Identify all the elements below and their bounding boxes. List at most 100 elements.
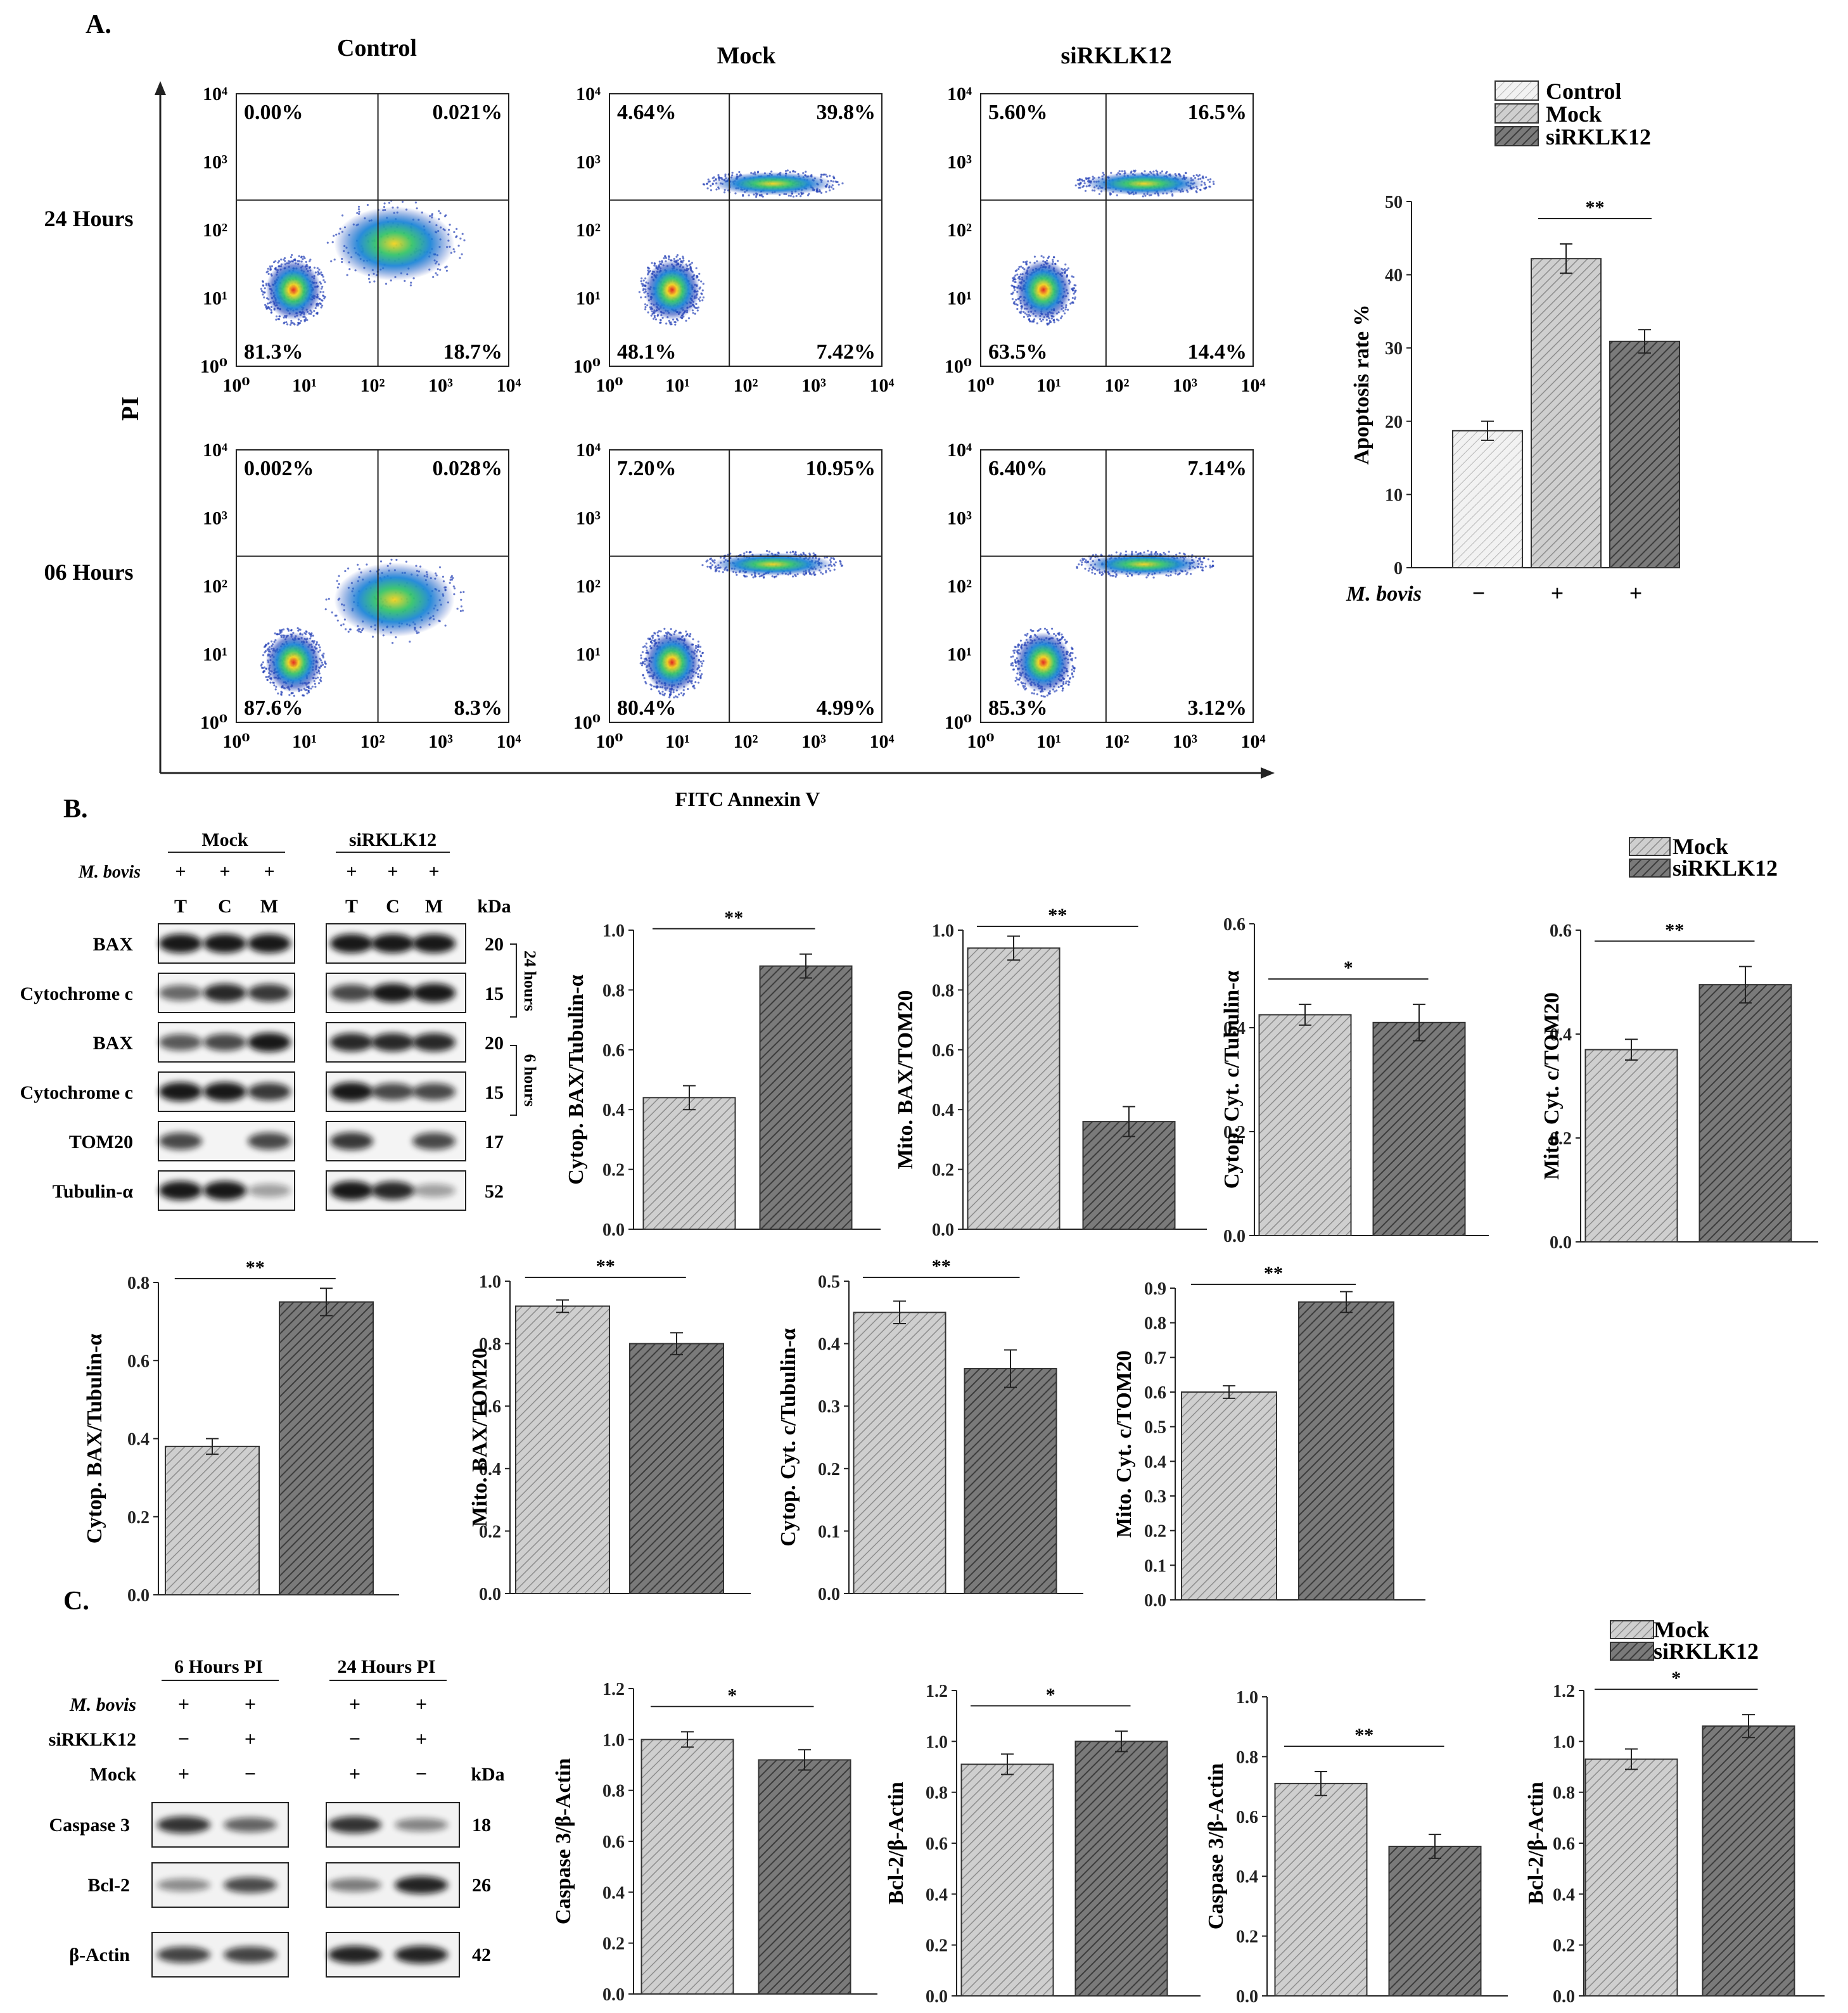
x-tick-label: 10⁴ [497, 731, 521, 752]
event-dot [665, 257, 668, 259]
event-dot [834, 561, 837, 564]
event-dot [1100, 553, 1102, 556]
protein-label: β-Actin [69, 1945, 130, 1965]
significance-marker: ** [1586, 197, 1605, 218]
event-dot [784, 170, 787, 172]
event-dot [661, 691, 664, 693]
x-tick-label: 10⁴ [870, 375, 895, 396]
event-dot [1095, 553, 1097, 556]
y-tick-label: 10¹ [576, 288, 601, 309]
protein-band [330, 1181, 373, 1200]
event-dot [1071, 652, 1074, 655]
event-dot [651, 635, 653, 637]
event-dot [642, 279, 645, 282]
event-dot [1040, 320, 1043, 323]
event-dot [290, 322, 293, 324]
event-dot [404, 279, 406, 282]
event-dot [1018, 265, 1021, 268]
event-dot [336, 619, 339, 622]
event-dot [1010, 293, 1013, 295]
event-dot [1071, 297, 1074, 299]
event-dot [331, 611, 333, 614]
event-dot [439, 212, 442, 215]
event-dot [682, 257, 685, 260]
y-tick-label: 0.0 [932, 1220, 954, 1240]
event-dot [706, 565, 709, 568]
event-dot [683, 693, 685, 695]
event-dot [829, 174, 831, 177]
event-density [1016, 632, 1071, 693]
event-density [265, 260, 322, 321]
legend-label-control: Control [1546, 79, 1621, 104]
quadrant-lower-left: 87.6% [244, 696, 303, 720]
event-dot [262, 654, 265, 656]
event-dot [459, 610, 462, 613]
event-dot [1055, 689, 1058, 692]
event-dot [260, 288, 262, 290]
event-dot [1071, 673, 1074, 675]
event-dot [306, 319, 309, 321]
event-dot [832, 557, 834, 559]
col-title-sirklk12: siRKLK12 [1061, 42, 1171, 69]
event-dot [459, 591, 462, 594]
event-dot [1062, 687, 1064, 690]
protein-label: Cytochrome c [20, 983, 133, 1004]
event-dot [305, 630, 308, 634]
treatment-sign: − [416, 1762, 427, 1785]
event-dot [328, 598, 330, 600]
event-dot [644, 306, 647, 309]
y-tick-label: 1.0 [602, 1730, 625, 1750]
event-dot [262, 661, 264, 663]
significance-marker: ** [1264, 1263, 1283, 1284]
panel-label-a: A. [86, 10, 112, 39]
event-dot [1038, 629, 1040, 632]
plus-sign: + [175, 861, 186, 882]
event-dot [836, 181, 839, 183]
y-tick-label: 0.0 [602, 1220, 625, 1240]
y-tick-label: 0.0 [1223, 1227, 1246, 1246]
event-dot [320, 271, 322, 274]
event-dot [298, 323, 300, 325]
x-tick-label: 10² [360, 731, 385, 752]
event-dot [462, 591, 465, 594]
event-dot [1042, 256, 1045, 259]
event-dot [432, 276, 435, 278]
significance-marker: * [727, 1685, 737, 1706]
event-dot [1212, 181, 1214, 183]
y-tick-label: 10 [1385, 485, 1403, 505]
bar-mock [1181, 1391, 1277, 1601]
x-tick-label: 10³ [428, 375, 453, 396]
event-dot [324, 281, 326, 283]
event-dot [460, 605, 463, 608]
event-dot [269, 307, 271, 310]
category-label: + [1629, 580, 1643, 606]
y-tick-label: 0 [1394, 559, 1403, 578]
event-dot [436, 274, 439, 276]
event-dot [679, 257, 681, 260]
event-dot [1016, 308, 1019, 310]
bracket-24h [510, 943, 517, 1018]
event-dot [1203, 557, 1206, 559]
event-dot [641, 651, 644, 653]
event-dot [345, 628, 347, 630]
event-dot [322, 291, 324, 293]
event-dot [1064, 268, 1066, 271]
event-dot [805, 170, 807, 173]
event-dot [1047, 257, 1049, 259]
event-dot [319, 676, 322, 679]
event-dot [715, 188, 718, 191]
x-tick-label: 10⁰ [967, 731, 994, 752]
event-dot [699, 660, 702, 663]
x-tick-label: 10¹ [665, 375, 690, 396]
significance-marker: * [1671, 1668, 1681, 1689]
event-dot [460, 598, 462, 601]
y-tick-label: 10² [947, 576, 972, 597]
event-dot [305, 260, 307, 263]
event-dot [265, 305, 268, 307]
event-dot [822, 573, 824, 575]
y-tick-label: 10¹ [947, 644, 972, 665]
event-dot [1025, 263, 1028, 265]
event-dot [748, 551, 751, 554]
event-dot [653, 264, 656, 267]
